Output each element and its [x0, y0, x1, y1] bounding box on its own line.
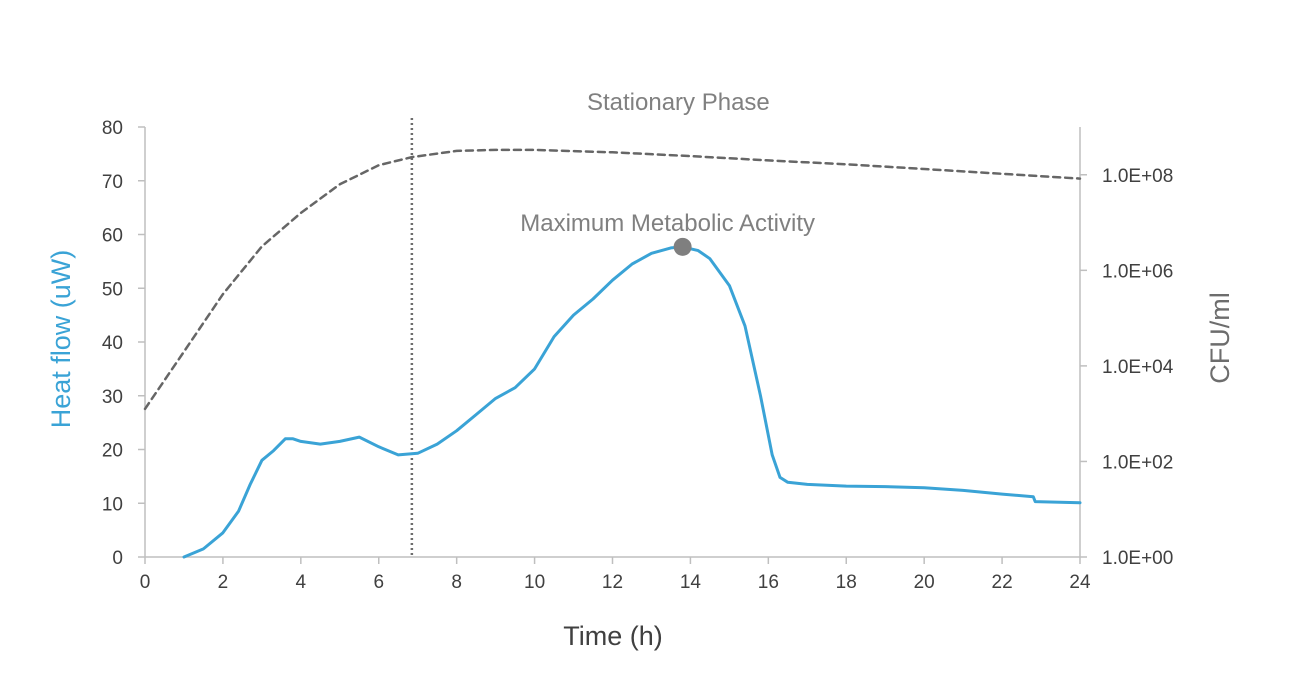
- tick-labels: 0 2 4 6 8 10 12 14 16 18 20 22 24010203040506070801.…: [102, 118, 1174, 593]
- x-tick-label: 12: [602, 572, 623, 593]
- x-tick-label: 16: [758, 572, 779, 593]
- y2-axis-title: CFU/ml: [1205, 292, 1235, 383]
- x-tick-label: 8: [451, 572, 462, 593]
- y-axis-title: Heat flow (uW): [46, 250, 76, 429]
- y-tick-label: 60: [102, 226, 123, 247]
- x-tick-label: 24: [1069, 572, 1091, 593]
- max-activity-marker: [673, 237, 692, 256]
- y2-tick-label: 1.0E+06: [1102, 261, 1173, 282]
- x-tick-label: 10: [524, 572, 545, 593]
- x-tick-label: 22: [992, 572, 1013, 593]
- heat-flow-series-line: [182, 245, 1082, 559]
- plot-area: [138, 126, 1087, 564]
- y2-tick-label: 1.0E+08: [1102, 166, 1173, 187]
- y-tick-label: 20: [102, 441, 123, 462]
- annotation-stationary-phase: Stationary Phase: [587, 89, 770, 116]
- y-tick-label: 0: [112, 548, 123, 569]
- x-tick-label: 6: [373, 572, 384, 593]
- x-tick-label: 2: [218, 572, 229, 593]
- y-tick-label: 70: [102, 172, 123, 193]
- y2-tick-label: 1.0E+00: [1102, 548, 1173, 569]
- y-tick-label: 30: [102, 387, 123, 408]
- x-tick-label: 0: [140, 572, 151, 593]
- x-tick-label: 4: [296, 572, 307, 593]
- series-lines: [143, 118, 1082, 559]
- x-axis-title: Time (h): [563, 621, 663, 651]
- y-tick-label: 50: [102, 279, 123, 300]
- y2-tick-label: 1.0E+02: [1102, 452, 1173, 473]
- x-tick-label: 20: [914, 572, 935, 593]
- annotation-max-metabolic-activity: Maximum Metabolic Activity: [520, 210, 815, 237]
- y2-tick-label: 1.0E+04: [1102, 357, 1174, 378]
- y-tick-label: 40: [102, 333, 123, 354]
- x-tick-label: 18: [836, 572, 857, 593]
- x-tick-label: 14: [680, 572, 702, 593]
- y-tick-label: 10: [102, 494, 123, 515]
- y-tick-label: 80: [102, 118, 123, 139]
